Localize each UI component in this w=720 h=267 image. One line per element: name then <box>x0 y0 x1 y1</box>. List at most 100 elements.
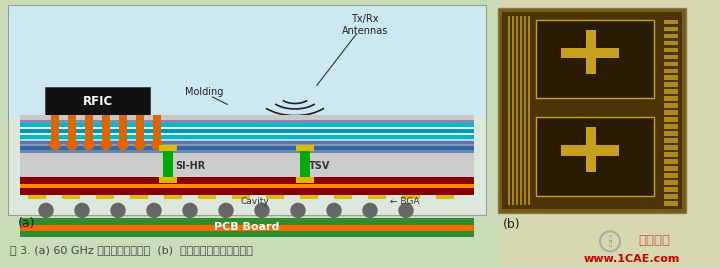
Circle shape <box>50 140 60 150</box>
FancyBboxPatch shape <box>664 41 678 45</box>
FancyBboxPatch shape <box>664 89 678 94</box>
FancyBboxPatch shape <box>664 83 678 87</box>
Text: PCB Board: PCB Board <box>215 222 279 232</box>
FancyBboxPatch shape <box>561 145 619 156</box>
FancyBboxPatch shape <box>664 187 678 192</box>
Text: SI-HR: SI-HR <box>175 160 205 171</box>
FancyBboxPatch shape <box>664 201 678 206</box>
FancyBboxPatch shape <box>19 146 474 151</box>
FancyBboxPatch shape <box>130 193 148 199</box>
FancyBboxPatch shape <box>135 115 144 144</box>
FancyBboxPatch shape <box>664 69 678 73</box>
Text: 仿真在线: 仿真在线 <box>638 234 670 247</box>
FancyBboxPatch shape <box>296 145 315 151</box>
FancyBboxPatch shape <box>27 193 46 199</box>
FancyBboxPatch shape <box>664 138 678 143</box>
FancyBboxPatch shape <box>0 0 500 266</box>
FancyBboxPatch shape <box>158 145 177 151</box>
FancyBboxPatch shape <box>664 20 678 24</box>
FancyBboxPatch shape <box>523 16 526 205</box>
Text: ← BGA: ← BGA <box>390 197 420 206</box>
FancyBboxPatch shape <box>333 193 352 199</box>
Text: 图 3. (a) 60 GHz 模块的示意截面与  (b)  硅中个层芯片显微照片。: 图 3. (a) 60 GHz 模块的示意截面与 (b) 硅中个层芯片显微照片。 <box>10 245 253 255</box>
FancyBboxPatch shape <box>664 96 678 101</box>
FancyBboxPatch shape <box>664 117 678 122</box>
FancyBboxPatch shape <box>62 193 81 199</box>
FancyBboxPatch shape <box>19 144 474 147</box>
Circle shape <box>111 203 125 217</box>
FancyBboxPatch shape <box>664 166 678 171</box>
FancyBboxPatch shape <box>232 193 251 199</box>
Circle shape <box>118 140 128 150</box>
Circle shape <box>84 140 94 150</box>
FancyBboxPatch shape <box>19 184 474 189</box>
FancyBboxPatch shape <box>508 16 510 205</box>
Circle shape <box>67 140 77 150</box>
Text: (b): (b) <box>503 218 521 231</box>
FancyBboxPatch shape <box>664 76 678 80</box>
FancyBboxPatch shape <box>585 127 596 172</box>
Text: TSV: TSV <box>310 160 330 171</box>
FancyBboxPatch shape <box>198 193 216 199</box>
FancyBboxPatch shape <box>516 16 518 205</box>
Text: RFIC: RFIC <box>82 95 112 108</box>
Circle shape <box>291 203 305 217</box>
FancyBboxPatch shape <box>85 115 94 144</box>
Circle shape <box>152 140 162 150</box>
FancyBboxPatch shape <box>96 193 114 199</box>
FancyBboxPatch shape <box>500 0 720 266</box>
FancyBboxPatch shape <box>163 193 182 199</box>
Text: Molding: Molding <box>185 87 223 97</box>
FancyBboxPatch shape <box>368 193 387 199</box>
FancyBboxPatch shape <box>19 129 474 134</box>
FancyBboxPatch shape <box>664 131 678 136</box>
FancyBboxPatch shape <box>266 193 284 199</box>
FancyBboxPatch shape <box>664 152 678 157</box>
FancyBboxPatch shape <box>8 5 486 215</box>
Circle shape <box>255 203 269 217</box>
Circle shape <box>399 203 413 217</box>
FancyBboxPatch shape <box>296 177 315 183</box>
FancyBboxPatch shape <box>19 153 474 178</box>
FancyBboxPatch shape <box>664 124 678 129</box>
FancyBboxPatch shape <box>163 147 174 180</box>
FancyBboxPatch shape <box>536 117 654 196</box>
FancyBboxPatch shape <box>19 135 474 140</box>
Text: Tx/Rx
Antennas: Tx/Rx Antennas <box>342 14 388 36</box>
Circle shape <box>183 203 197 217</box>
FancyBboxPatch shape <box>561 48 619 58</box>
FancyBboxPatch shape <box>19 150 474 154</box>
FancyBboxPatch shape <box>528 16 531 205</box>
FancyBboxPatch shape <box>436 193 454 199</box>
FancyBboxPatch shape <box>664 180 678 185</box>
Text: (a): (a) <box>18 217 35 230</box>
Text: Cavity: Cavity <box>240 197 269 206</box>
Circle shape <box>101 140 111 150</box>
FancyBboxPatch shape <box>664 54 678 59</box>
FancyBboxPatch shape <box>19 127 474 130</box>
FancyBboxPatch shape <box>585 30 596 74</box>
Circle shape <box>39 203 53 217</box>
FancyBboxPatch shape <box>502 12 683 209</box>
FancyBboxPatch shape <box>664 48 678 52</box>
FancyBboxPatch shape <box>19 225 474 231</box>
FancyBboxPatch shape <box>19 115 474 121</box>
FancyBboxPatch shape <box>119 115 127 144</box>
Circle shape <box>135 140 145 150</box>
FancyBboxPatch shape <box>402 193 420 199</box>
FancyBboxPatch shape <box>9 6 485 116</box>
FancyBboxPatch shape <box>19 120 474 124</box>
FancyBboxPatch shape <box>664 159 678 164</box>
Circle shape <box>363 203 377 217</box>
FancyBboxPatch shape <box>664 103 678 108</box>
FancyBboxPatch shape <box>50 115 59 144</box>
Circle shape <box>147 203 161 217</box>
FancyBboxPatch shape <box>158 177 177 183</box>
FancyBboxPatch shape <box>19 218 474 237</box>
FancyBboxPatch shape <box>19 141 474 145</box>
Circle shape <box>219 203 233 217</box>
FancyBboxPatch shape <box>19 177 474 185</box>
FancyBboxPatch shape <box>300 147 310 180</box>
FancyBboxPatch shape <box>536 20 654 98</box>
Text: 射
频: 射 频 <box>608 235 611 247</box>
